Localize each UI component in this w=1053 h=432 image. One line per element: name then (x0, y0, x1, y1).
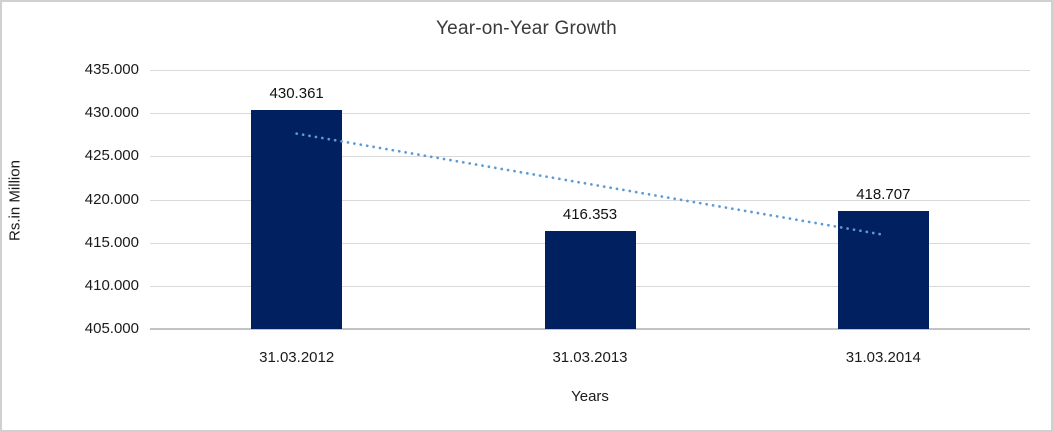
bar-31.03.2012 (251, 110, 343, 329)
bar-value-label: 416.353 (562, 205, 618, 223)
y-tick-label: 410.000 (84, 276, 139, 294)
category-label: 31.03.2013 (552, 349, 628, 366)
x-axis-title: Years (571, 388, 609, 405)
bar-value-label: 430.361 (269, 85, 324, 103)
category-label: 31.03.2014 (845, 349, 921, 366)
y-tick-label: 435.000 (84, 61, 139, 78)
y-tick-label: 430.000 (84, 104, 139, 122)
bar-value-label: 418.707 (856, 185, 911, 203)
y-tick-label: 415.000 (84, 233, 139, 251)
bar-31.03.2014 (837, 210, 929, 329)
chart-title: Year-on-Year Growth (436, 18, 617, 39)
y-tick-label: 425.000 (84, 147, 139, 165)
y-tick-label: 420.000 (84, 190, 139, 208)
gridline (150, 113, 1030, 115)
category-label: 31.03.2012 (259, 349, 335, 366)
gridline (150, 70, 1030, 71)
bar-31.03.2013 (544, 230, 636, 329)
x-axis-line (150, 328, 1030, 330)
y-tick-label: 405.000 (84, 320, 139, 337)
